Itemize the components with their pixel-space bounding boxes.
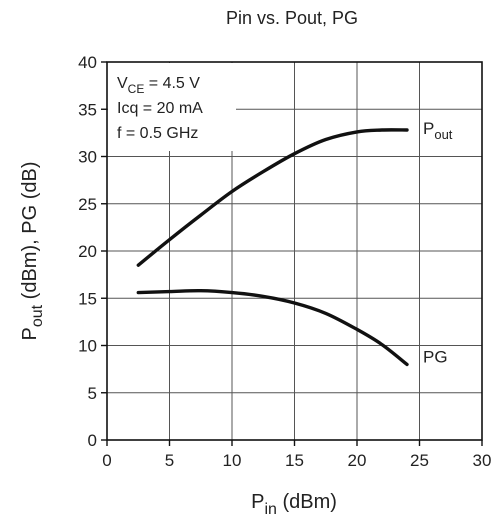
y-tick-label: 0 [88, 431, 97, 450]
annotation-background [108, 63, 236, 151]
x-tick-label: 30 [473, 451, 492, 470]
pout-label: Pout [423, 119, 453, 142]
chart-title: Pin vs. Pout, PG [226, 8, 358, 28]
annotation-line: Icq = 20 mA [117, 100, 203, 117]
axis-labels: Pout PG Pin (dBm) Pout (dBm), PG (dB) [19, 119, 453, 518]
x-axis-label: Pin (dBm) [251, 491, 337, 518]
y-tick-label: 15 [78, 289, 97, 308]
x-tick-label: 0 [102, 451, 111, 470]
x-tick-label: 25 [410, 451, 429, 470]
pg-line [136, 288, 409, 367]
y-tick-label: 35 [78, 100, 97, 119]
x-tick-label: 5 [165, 451, 174, 470]
series-lines [136, 128, 409, 367]
x-tick-label: 10 [223, 451, 242, 470]
pout-line [136, 128, 409, 267]
y-tick-label: 5 [88, 384, 97, 403]
axes: 0 5 10 15 20 25 30 0 5 10 15 20 25 30 35 40 [78, 53, 491, 470]
y-tick-label: 30 [78, 148, 97, 167]
annotation-box: VCE = 4.5 V Icq = 20 mA f = 0.5 GHz [108, 63, 236, 151]
annotation-line: VCE = 4.5 V [117, 75, 200, 96]
x-tick-label: 15 [285, 451, 304, 470]
y-axis-label: Pout (dBm), PG (dB) [19, 162, 46, 341]
y-tick-label: 40 [78, 53, 97, 72]
x-tick-label: 20 [348, 451, 367, 470]
y-tick-label: 10 [78, 337, 97, 356]
y-tick-label: 25 [78, 195, 97, 214]
pg-label: PG [423, 347, 448, 366]
y-tick-label: 20 [78, 242, 97, 261]
annotation-line: f = 0.5 GHz [117, 125, 198, 142]
